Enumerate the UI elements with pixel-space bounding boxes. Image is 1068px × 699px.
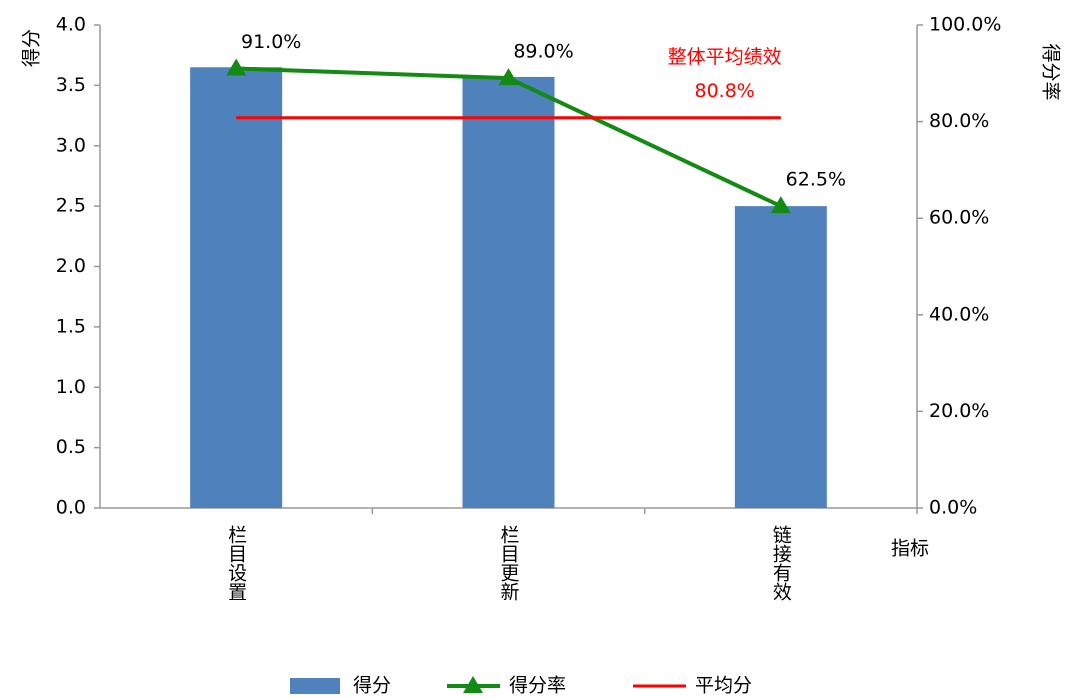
- y-tick-label: 0.5: [56, 436, 86, 458]
- y-tick-label: 0.0: [56, 497, 86, 519]
- x-tick-label: 栏目更新: [498, 525, 520, 601]
- bar: [462, 76, 555, 509]
- y2-tick-label: 0.0%: [929, 497, 977, 519]
- x-tick-label: 栏目设置: [225, 525, 247, 601]
- rate-marker: [226, 58, 247, 76]
- x-axis-title: 指标: [891, 538, 929, 560]
- y-axis-title: 得分: [21, 29, 43, 67]
- data-label: 89.0%: [513, 41, 573, 63]
- y-tick-label: 3.0: [56, 134, 86, 156]
- legend-swatch: [290, 678, 340, 694]
- y-tick-label: 4.0: [56, 14, 86, 36]
- y-tick-label: 1.5: [56, 315, 86, 337]
- x-tick-label: 链接有效: [770, 525, 792, 601]
- average-label: 80.8%: [694, 80, 754, 102]
- bar: [734, 206, 827, 508]
- y2-tick-label: 20.0%: [929, 400, 989, 422]
- y2-tick-label: 100.0%: [929, 14, 1001, 36]
- legend-label: 得分率: [509, 675, 566, 697]
- rate-marker: [498, 68, 519, 86]
- data-label: 91.0%: [241, 31, 301, 53]
- y2-tick-label: 80.0%: [929, 110, 989, 132]
- legend-label: 平均分: [695, 675, 752, 697]
- data-label: 62.5%: [786, 169, 846, 191]
- y-tick-label: 1.0: [56, 376, 86, 398]
- y-tick-label: 2.5: [56, 195, 86, 217]
- rate-marker: [770, 196, 791, 214]
- legend-marker: [463, 676, 483, 693]
- bar: [190, 67, 283, 508]
- annotation: 整体平均绩效: [668, 46, 782, 68]
- y2-tick-label: 40.0%: [929, 303, 989, 325]
- y2-tick-label: 60.0%: [929, 207, 989, 229]
- legend-label: 得分: [353, 675, 391, 697]
- y-tick-label: 2.0: [56, 255, 86, 277]
- y-tick-label: 3.5: [56, 74, 86, 96]
- y2-axis-title: 得分率: [1040, 43, 1062, 100]
